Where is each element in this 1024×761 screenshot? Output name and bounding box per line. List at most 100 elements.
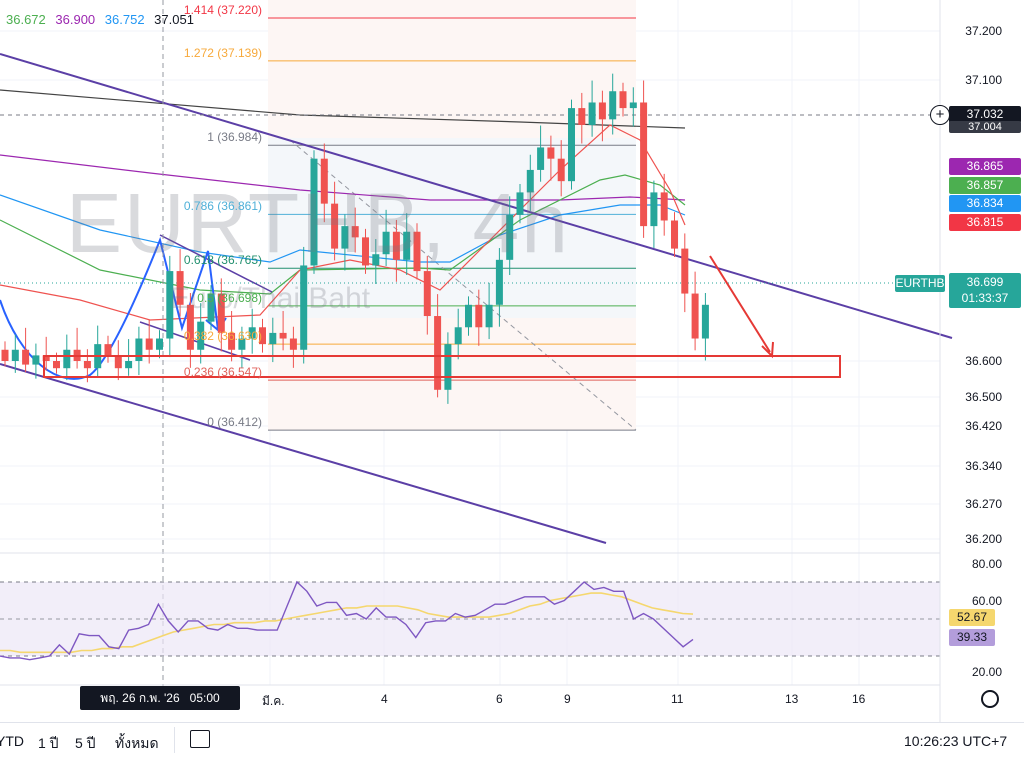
fib-price: (36.412)	[217, 415, 262, 430]
fib-ratio: 0.382	[183, 329, 218, 344]
fib-lines	[268, 17, 636, 431]
candle	[506, 196, 514, 276]
candle	[300, 246, 308, 364]
range-1y[interactable]: 1 ปี	[38, 735, 59, 751]
candle-body	[629, 102, 637, 109]
candle-body	[22, 349, 30, 365]
fib-level-label: 1 (36.984)	[207, 130, 262, 144]
candle	[392, 219, 400, 282]
range-5y[interactable]: 5 ปี	[75, 735, 96, 751]
candle	[485, 282, 493, 340]
settings-gear-icon[interactable]	[981, 690, 999, 708]
candle	[537, 125, 545, 182]
candle-body	[289, 338, 297, 350]
time-tick: มี.ค.	[262, 694, 285, 708]
crosshair-time-tag: พฤ. 26 ก.พ. '26 05:00	[80, 686, 240, 710]
ma-green-tag: 36.857	[949, 177, 1021, 194]
ma-red-tag: 36.815	[949, 214, 1021, 231]
candle	[629, 87, 637, 127]
rsi-signal-tag: 52.67	[949, 609, 995, 626]
candle	[331, 181, 339, 261]
support-zone[interactable]	[43, 355, 841, 378]
candle	[310, 150, 318, 274]
fib-level-label: 0.5 (36.698)	[197, 291, 262, 305]
fib-price: (36.547)	[217, 365, 262, 380]
clock[interactable]: 10:26:23 UTC+7	[904, 733, 1008, 749]
symbol-tag: EURTHB	[895, 275, 945, 292]
candle	[640, 80, 648, 238]
candle-body	[186, 304, 194, 350]
candle-body	[681, 248, 689, 294]
candle	[228, 310, 236, 362]
candle	[1, 341, 9, 367]
channel-upper-line[interactable]	[0, 53, 953, 339]
candle-body	[269, 332, 277, 345]
fib-level-label: 1.272 (37.139)	[184, 46, 262, 60]
fib-trend-line	[289, 139, 637, 431]
candle	[465, 296, 472, 336]
candle-body	[495, 259, 503, 305]
candle-body	[331, 203, 339, 249]
fib-level-label: 0.382 (36.630)	[184, 329, 262, 343]
candle	[73, 327, 81, 369]
legend-value: 37.051	[154, 12, 194, 27]
candle	[413, 223, 421, 280]
candle-body	[640, 102, 648, 227]
price-chart[interactable]	[0, 0, 1024, 722]
candle-body	[537, 147, 545, 170]
candle	[104, 335, 112, 363]
add-alert-button[interactable]: +	[930, 105, 950, 125]
ma-blue	[0, 194, 686, 263]
fib-level-label: 0.786 (36.861)	[184, 199, 262, 213]
range-all[interactable]: ทั้งหมด	[115, 735, 159, 751]
candle-body	[104, 344, 112, 356]
range-ytd[interactable]: YTD	[0, 733, 24, 749]
legend-value: 36.900	[55, 12, 96, 27]
candle-body	[506, 214, 514, 260]
time-tick: 16	[852, 692, 866, 706]
candle	[32, 343, 40, 379]
price-tick: 36.270	[965, 497, 1002, 511]
last-price: 36.699	[966, 275, 1004, 289]
fib-price: (36.630)	[217, 329, 262, 344]
price-tick: 36.600	[965, 354, 1002, 368]
time-tick: 13	[785, 692, 799, 706]
candle-body	[619, 91, 627, 109]
candle	[475, 289, 483, 346]
candle	[248, 308, 256, 354]
fib-ratio: 0.618	[183, 253, 218, 268]
price-tick: 36.420	[965, 419, 1002, 433]
rsi-value-tag: 39.33	[949, 629, 995, 646]
down-arrow[interactable]	[709, 255, 771, 353]
fib-price: (36.765)	[217, 253, 262, 268]
candle	[341, 214, 349, 271]
candle-body	[454, 327, 462, 345]
candle-body	[701, 304, 709, 339]
candle	[568, 99, 575, 190]
fib-price: (37.139)	[217, 45, 262, 60]
candle	[63, 334, 71, 381]
ma200-price-tag: 37.004	[949, 121, 1021, 133]
candle	[176, 249, 184, 317]
candle-body	[207, 293, 215, 322]
candle	[289, 326, 297, 368]
rsi-line	[0, 580, 694, 661]
candle-body	[197, 321, 205, 350]
toolbar-divider	[174, 727, 175, 753]
arrow-head-icon	[761, 341, 774, 359]
candle	[11, 334, 19, 373]
flag-upper-line[interactable]	[159, 234, 273, 293]
go-to-date-calendar-icon[interactable]	[190, 730, 210, 748]
crosshair-time: 05:00	[189, 691, 220, 705]
time-tick: 11	[671, 692, 684, 706]
candle-body	[1, 349, 9, 361]
candle-body	[588, 102, 596, 125]
candle-body	[156, 338, 163, 350]
candle	[516, 183, 524, 224]
candle	[671, 212, 678, 258]
candle-body	[526, 169, 534, 193]
channel-lower-line[interactable]	[0, 363, 607, 544]
candle-body	[217, 293, 225, 333]
candle-body	[403, 231, 411, 260]
candle-body	[125, 361, 133, 369]
